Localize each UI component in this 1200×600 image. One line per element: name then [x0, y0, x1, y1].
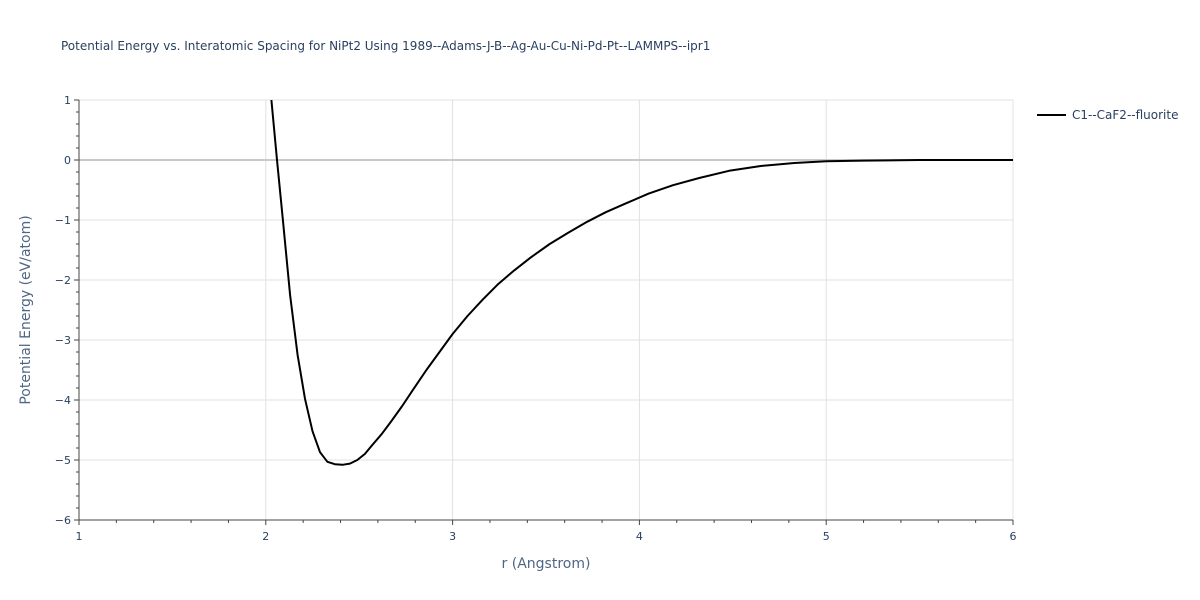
tick-labels: 1 2 3 4 5 6 1 0 −1 −2 −3 −4 −5 −6 [55, 94, 1017, 543]
y-tick-label: 1 [64, 94, 71, 107]
y-tick-label: −2 [55, 274, 71, 287]
x-axis-title: r (Angstrom) [502, 556, 591, 572]
x-tick-label: 2 [262, 530, 269, 543]
chart-title: Potential Energy vs. Interatomic Spacing… [61, 39, 710, 53]
x-tick-label: 3 [449, 530, 456, 543]
axes [74, 99, 1014, 525]
series-line[interactable] [270, 99, 1013, 466]
y-tick-label: 0 [64, 154, 71, 167]
legend[interactable]: C1--CaF2--fluorite [1037, 108, 1178, 122]
grid [79, 99, 1014, 520]
y-tick-label: −1 [55, 214, 71, 227]
x-tick-label: 1 [76, 530, 83, 543]
y-tick-label: −5 [55, 454, 71, 467]
y-axis-title: Potential Energy (eV/atom) [18, 215, 34, 404]
plot-area [270, 99, 1013, 466]
x-tick-label: 5 [823, 530, 830, 543]
x-tick-label: 6 [1010, 530, 1017, 543]
y-tick-label: −3 [55, 334, 71, 347]
x-tick-label: 4 [636, 530, 643, 543]
y-tick-label: −6 [55, 514, 71, 527]
legend-label[interactable]: C1--CaF2--fluorite [1072, 108, 1178, 122]
y-tick-label: −4 [55, 394, 71, 407]
